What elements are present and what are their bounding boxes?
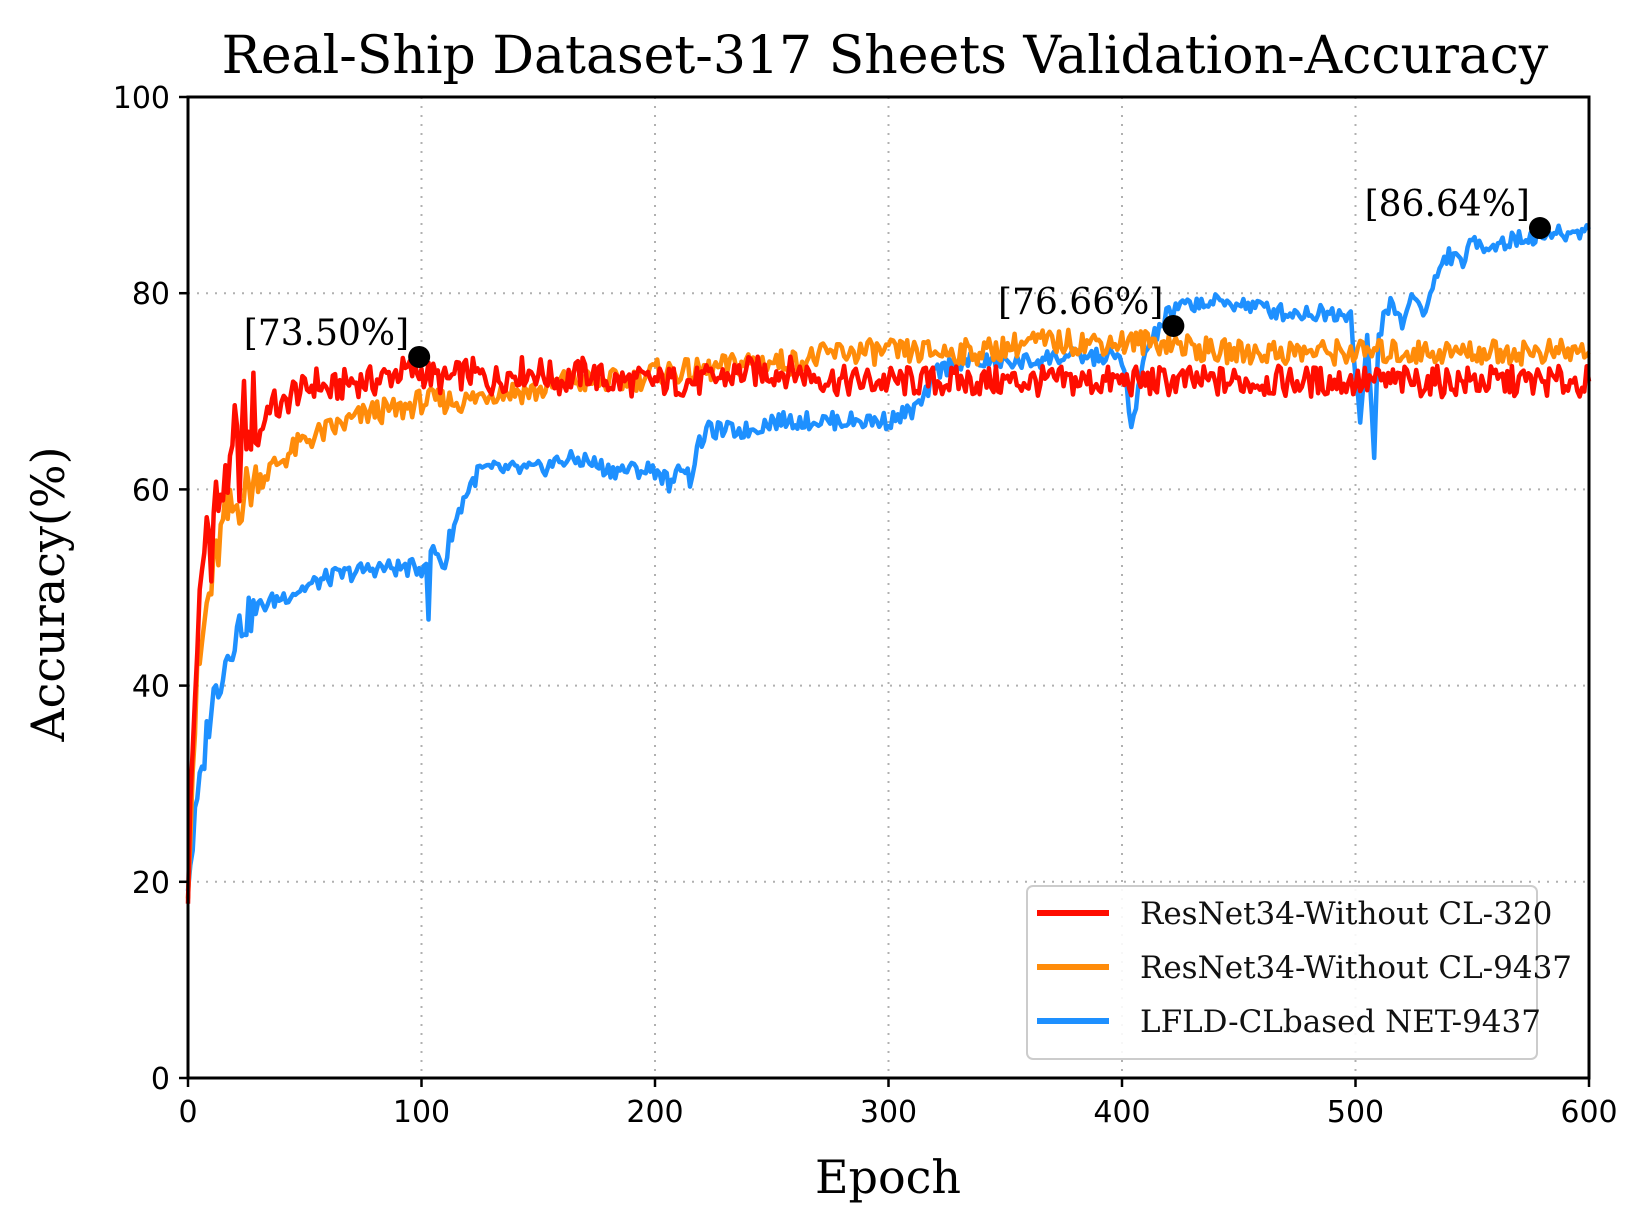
series-line <box>185 354 1592 904</box>
annotation-point <box>1528 217 1551 240</box>
annotation-point <box>408 345 431 368</box>
legend-box <box>1026 885 1538 1060</box>
chart-title: Real-Ship Dataset-317 Sheets Validation-… <box>222 26 1549 86</box>
annotation-label: [76.66%] <box>998 282 1163 323</box>
legend-label: LFLD-CLbased NET-9437 <box>1140 1004 1541 1040</box>
tick-layer: 0 100 200 300 400 500 600 0 20 40 60 80 100 <box>113 81 1618 1130</box>
y-tick-label: 40 <box>132 670 170 705</box>
x-tick-label: 600 <box>1560 1095 1617 1130</box>
x-tick-label: 200 <box>626 1095 683 1130</box>
annotation-point <box>1162 314 1185 337</box>
y-tick-label: 100 <box>113 81 170 116</box>
annotation-label: [86.64%] <box>1365 184 1530 225</box>
x-tick-label: 0 <box>178 1095 197 1130</box>
series-line <box>185 327 1591 899</box>
legend-label: ResNet34-Without CL-9437 <box>1140 950 1572 986</box>
x-tick-label: 500 <box>1327 1095 1384 1130</box>
y-tick-label: 80 <box>132 277 170 312</box>
y-tick-label: 20 <box>132 866 170 901</box>
grid-layer <box>188 97 1589 1078</box>
series-layer <box>185 223 1592 904</box>
x-tick-label: 400 <box>1093 1095 1150 1130</box>
y-axis-label: Accuracy(%) <box>21 446 75 742</box>
annotation-label: [73.50%] <box>244 313 409 354</box>
y-tick-label: 60 <box>132 473 170 508</box>
legend-label: ResNet34-Without CL-320 <box>1140 896 1552 932</box>
x-tick-label: 300 <box>860 1095 917 1130</box>
x-tick-label: 100 <box>393 1095 450 1130</box>
legend: ResNet34-Without CL-320 ResNet34-Without … <box>1026 885 1572 1060</box>
x-axis-label: Epoch <box>815 1150 961 1204</box>
y-tick-label: 0 <box>151 1062 170 1097</box>
annotation-layer: [73.50%] [76.66%] [86.64%] <box>244 184 1551 368</box>
